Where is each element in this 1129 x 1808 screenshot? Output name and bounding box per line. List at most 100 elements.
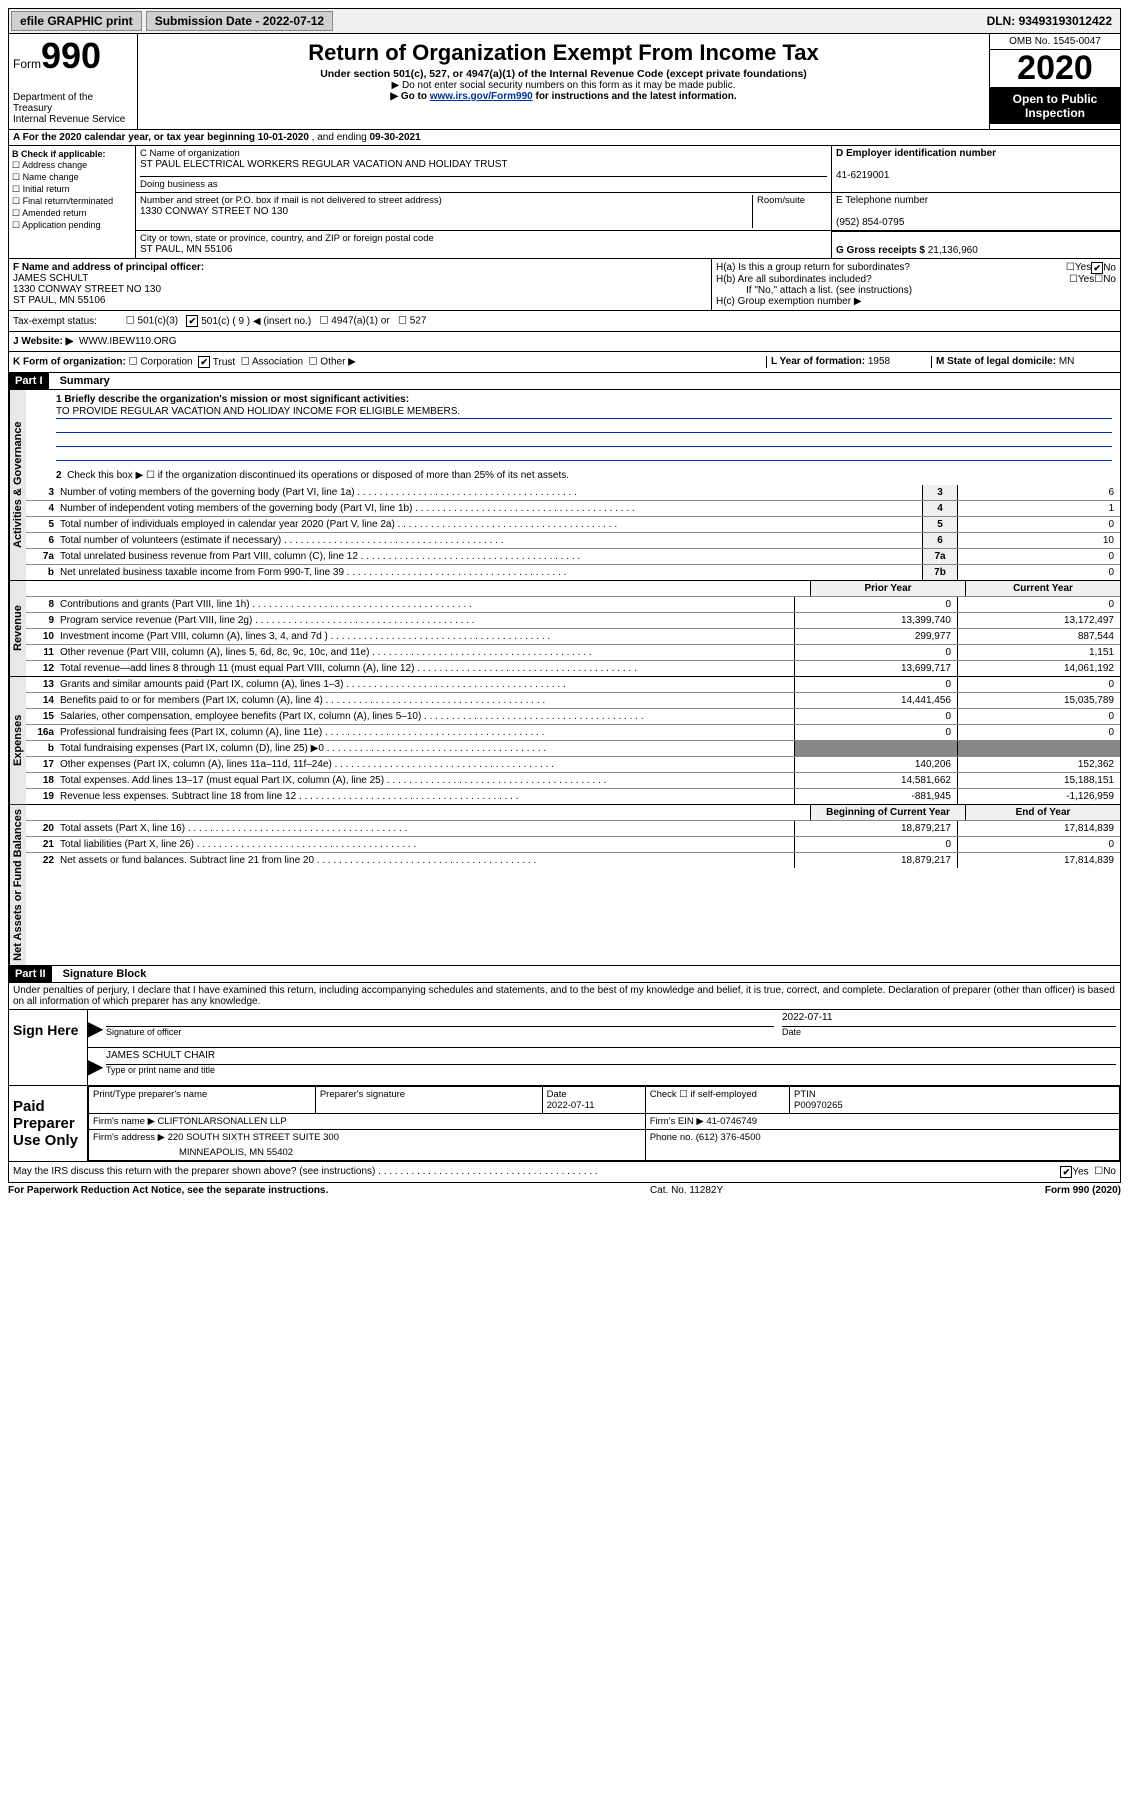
line-17: 17 Other expenses (Part IX, column (A), … (26, 757, 1120, 773)
section-bcdeg: B Check if applicable: ☐ Address change … (8, 146, 1121, 259)
check-application-pending[interactable]: ☐ Application pending (12, 220, 132, 231)
hb-yes[interactable]: ☐Yes (1069, 274, 1094, 285)
header-right: OMB No. 1545-0047 2020 Open to Public In… (989, 34, 1120, 129)
box-h: H(a) Is this a group return for subordin… (712, 259, 1120, 310)
line-18: 18 Total expenses. Add lines 13–17 (must… (26, 773, 1120, 789)
line-a-begin: 10-01-2020 (258, 132, 309, 143)
form-title: Return of Organization Exempt From Incom… (146, 40, 981, 66)
box-d: D Employer identification number 41-6219… (832, 146, 1120, 192)
check-association[interactable]: ☐ Association (241, 357, 303, 368)
line-20: 20 Total assets (Part X, line 16) 18,879… (26, 821, 1120, 837)
tax-year: 2020 (990, 50, 1120, 88)
paid-preparer-label: Paid Preparer Use Only (9, 1086, 88, 1161)
line-21: 21 Total liabilities (Part X, line 26) 0… (26, 837, 1120, 853)
omb-number: OMB No. 1545-0047 (990, 34, 1120, 50)
header-end: End of Year (965, 805, 1120, 820)
section-revenue: Revenue Prior Year Current Year 8 Contri… (8, 581, 1121, 677)
line-9: 9 Program service revenue (Part VIII, li… (26, 613, 1120, 629)
officer-city: ST PAUL, MN 55106 (13, 295, 105, 306)
check-final-return[interactable]: ☐ Final return/terminated (12, 196, 132, 207)
gross-receipts: 21,136,960 (928, 245, 978, 256)
firm-name: CLIFTONLARSONALLEN LLP (158, 1116, 287, 1127)
form-note-2: ▶ Go to www.irs.gov/Form990 for instruct… (146, 91, 981, 102)
prep-self-employed[interactable]: Check ☐ if self-employed (650, 1089, 757, 1100)
two-col-header: Prior Year Current Year (26, 581, 1120, 597)
ha-no[interactable]: ✔No (1091, 262, 1116, 274)
ha-yes[interactable]: ☐Yes (1066, 262, 1091, 274)
header-left: Form990 Department of the Treasury Inter… (9, 34, 138, 129)
check-amended-return[interactable]: ☐ Amended return (12, 208, 132, 219)
sign-here-section: Sign Here ▶ Signature of officer 2022-07… (8, 1010, 1121, 1086)
officer-street: 1330 CONWAY STREET NO 130 (13, 284, 161, 295)
efile-print-button[interactable]: efile GRAPHIC print (11, 11, 142, 31)
line-15: 15 Salaries, other compensation, employe… (26, 709, 1120, 725)
submission-date-button[interactable]: Submission Date - 2022-07-12 (146, 11, 333, 31)
check-527[interactable]: ☐ 527 (398, 316, 426, 327)
check-trust[interactable]: ✔ Trust (198, 357, 235, 368)
dln-label: DLN: (987, 14, 1019, 28)
prep-date-label: Date (547, 1089, 567, 1100)
q1-answer: TO PROVIDE REGULAR VACATION AND HOLIDAY … (56, 406, 1112, 419)
box-b-title: B Check if applicable: (12, 149, 106, 159)
line-22: 22 Net assets or fund balances. Subtract… (26, 853, 1120, 868)
discuss-yes[interactable]: ✔Yes (1060, 1166, 1088, 1178)
form-number-990: 990 (41, 35, 101, 76)
form-number: Form990 (13, 38, 133, 74)
firm-addr-label: Firm's address ▶ (93, 1132, 165, 1143)
discuss-no[interactable]: ☐No (1094, 1166, 1116, 1178)
box-g-label: G Gross receipts $ (836, 245, 928, 256)
irs-link[interactable]: www.irs.gov/Form990 (430, 91, 533, 102)
check-other[interactable]: ☐ Other ▶ (309, 357, 356, 368)
paid-preparer-section: Paid Preparer Use Only Print/Type prepar… (8, 1086, 1121, 1162)
officer-signature-cell[interactable]: Signature of officer (102, 1010, 778, 1047)
hb-no[interactable]: ☐No (1094, 274, 1116, 285)
net-header: Beginning of Current Year End of Year (26, 805, 1120, 821)
dba-label: Doing business as (140, 179, 218, 190)
open-public-badge: Open to Public Inspection (990, 88, 1120, 124)
check-address-change[interactable]: ☐ Address change (12, 160, 132, 171)
label-revenue: Revenue (9, 581, 26, 676)
state-domicile: MN (1059, 356, 1075, 367)
col-cd: C Name of organization ST PAUL ELECTRICA… (136, 146, 1120, 258)
footer-cat: Cat. No. 11282Y (328, 1185, 1045, 1196)
line-11: 11 Other revenue (Part VIII, column (A),… (26, 645, 1120, 661)
tax-exempt-label: Tax-exempt status: (13, 316, 123, 327)
line-k-label: K Form of organization: (13, 357, 126, 368)
department-label: Department of the Treasury Internal Reve… (13, 92, 133, 125)
line-7a: 7a Total unrelated business revenue from… (26, 549, 1120, 565)
check-501c3[interactable]: ☐ 501(c)(3) (126, 316, 178, 327)
org-name: ST PAUL ELECTRICAL WORKERS REGULAR VACAT… (140, 159, 827, 170)
header-beginning: Beginning of Current Year (810, 805, 965, 820)
box-m-label: M State of legal domicile: (936, 356, 1059, 367)
firm-phone: (612) 376-4500 (696, 1132, 761, 1143)
check-initial-return[interactable]: ☐ Initial return (12, 184, 132, 195)
check-501c[interactable]: ✔ 501(c) ( 9 ) ◀ (insert no.) (186, 316, 311, 327)
box-e: E Telephone number (952) 854-0795 (832, 193, 1120, 230)
prep-name-label: Print/Type preparer's name (93, 1089, 207, 1100)
submission-date-label: Submission Date - (155, 14, 263, 28)
line-13: 13 Grants and similar amounts paid (Part… (26, 677, 1120, 693)
part2-header: Part II (9, 966, 52, 982)
dln: DLN: 93493193012422 (987, 14, 1118, 28)
check-4947[interactable]: ☐ 4947(a)(1) or (320, 316, 390, 327)
ha-label: H(a) Is this a group return for subordin… (716, 262, 1066, 274)
box-f: F Name and address of principal officer:… (9, 259, 712, 310)
website-url: WWW.IBEW110.ORG (79, 336, 177, 347)
sign-date-label: Date (782, 1027, 801, 1037)
box-c-name-label: C Name of organization (140, 148, 240, 159)
label-expenses: Expenses (9, 677, 26, 804)
section-governance: Activities & Governance 1 Briefly descri… (8, 390, 1121, 581)
check-name-change[interactable]: ☐ Name change (12, 172, 132, 183)
sign-date: 2022-07-11 (782, 1012, 1116, 1027)
ein-value: 41-6219001 (836, 170, 889, 181)
street-value: 1330 CONWAY STREET NO 130 (140, 206, 748, 217)
box-c-name: C Name of organization ST PAUL ELECTRICA… (136, 146, 832, 192)
line-8: 8 Contributions and grants (Part VIII, l… (26, 597, 1120, 613)
footer: For Paperwork Reduction Act Notice, see … (8, 1183, 1121, 1198)
section-fh: F Name and address of principal officer:… (8, 259, 1121, 311)
note2-pre: ▶ Go to (390, 91, 429, 102)
line-12: 12 Total revenue—add lines 8 through 11 … (26, 661, 1120, 676)
discuss-text: May the IRS discuss this return with the… (13, 1166, 375, 1177)
firm-addr2: MINNEAPOLIS, MN 55402 (179, 1147, 293, 1158)
check-corporation[interactable]: ☐ Corporation (129, 357, 193, 368)
